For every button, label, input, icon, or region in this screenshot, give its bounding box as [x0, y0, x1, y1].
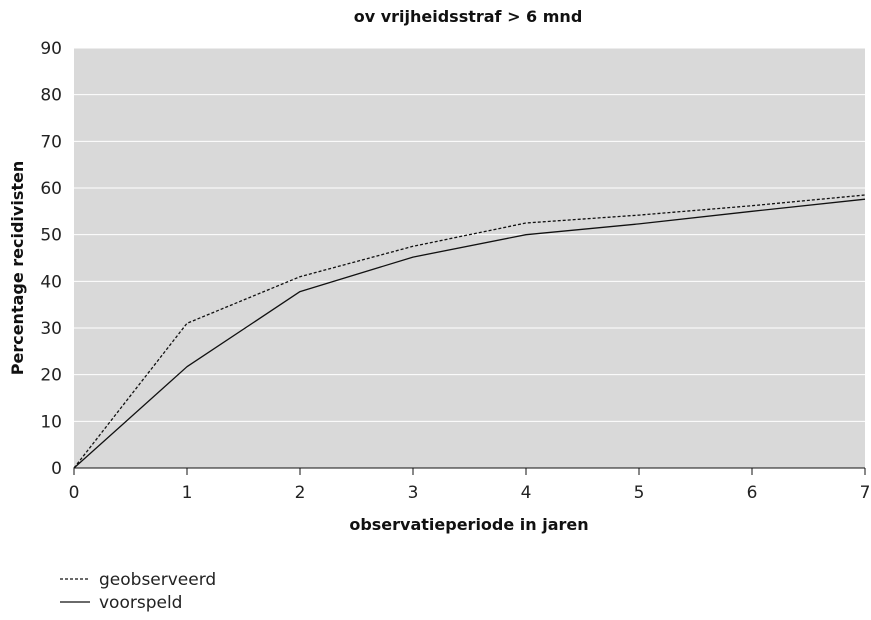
plot-area [74, 48, 865, 468]
y-tick-label: 40 [40, 272, 62, 292]
series-lines [73, 194, 866, 469]
y-axis-ticks: 0 10 20 30 40 50 60 70 80 90 [40, 39, 62, 479]
legend: geobserveerd voorspeld [60, 570, 216, 613]
y-tick-label: 70 [40, 132, 62, 152]
series-line-voorspeld [73, 198, 866, 469]
x-tick-label: 0 [69, 483, 80, 503]
y-tick-label: 90 [40, 39, 62, 59]
y-tick-label: 80 [40, 86, 62, 106]
series-line-geobserveerd [73, 194, 866, 469]
y-axis-label: Percentage recidivisten [8, 161, 27, 376]
x-axis-label: observatieperiode in jaren [349, 515, 588, 534]
chart-title: ov vrijheidsstraf > 6 mnd [354, 7, 583, 26]
y-tick-label: 10 [40, 412, 62, 432]
y-tick-label: 0 [51, 459, 62, 479]
y-tick-label: 60 [40, 179, 62, 199]
x-axis-ticks: 0 1 2 3 4 5 6 7 [69, 468, 871, 503]
x-tick-label: 7 [860, 483, 871, 503]
y-tick-label: 50 [40, 226, 62, 246]
x-tick-label: 6 [747, 483, 758, 503]
x-tick-label: 3 [408, 483, 419, 503]
x-tick-label: 2 [295, 483, 306, 503]
y-tick-label: 20 [40, 366, 62, 386]
legend-label: voorspeld [99, 593, 182, 613]
x-tick-label: 4 [521, 483, 532, 503]
legend-label: geobserveerd [99, 570, 216, 590]
x-tick-label: 5 [634, 483, 645, 503]
x-tick-label: 1 [182, 483, 193, 503]
y-tick-label: 30 [40, 319, 62, 339]
